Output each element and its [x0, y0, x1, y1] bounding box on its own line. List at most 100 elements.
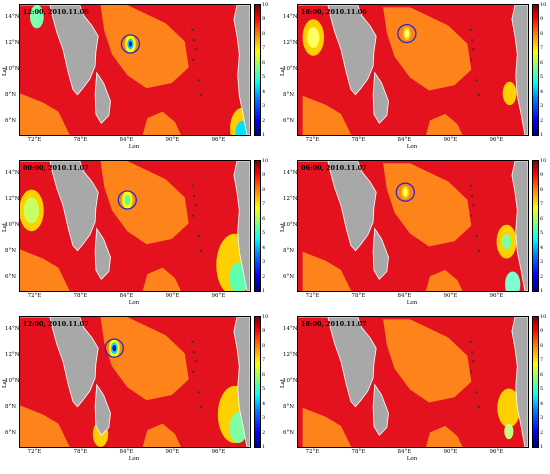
timestamp-label: 12:00, 2010.11.06	[23, 8, 89, 16]
colorbar-tick-label: 2	[540, 273, 544, 280]
y-tick-label: 8°N	[5, 404, 17, 410]
moderate-value-region	[383, 163, 472, 247]
colorbar-tick-label: 2	[540, 429, 544, 436]
colorbar-tick-label: 3	[540, 259, 544, 266]
island-marker	[472, 204, 475, 207]
island-marker	[470, 195, 474, 198]
sri-lanka-landmass	[372, 71, 389, 124]
y-tick-label: 6°N	[283, 274, 295, 280]
cyclone-core	[403, 188, 408, 197]
map-panel-5: Lat 14°N 12°N 10°N 8°N 6°N 12:00, 2010.11.07…	[0, 314, 275, 466]
island-marker	[472, 360, 475, 363]
colorbar-tick-label: 6	[262, 59, 266, 66]
colorbar-tick-label: 8	[262, 342, 266, 349]
colorbar-tick-label: 1	[540, 132, 544, 138]
x-tick-label: 78°E	[73, 293, 88, 299]
sri-lanka-landmass	[94, 383, 111, 436]
colorbar-tick-label: 6	[262, 215, 266, 222]
colorbar-tick-label: 8	[540, 342, 544, 349]
colorbar-tick-label: 9	[262, 172, 266, 179]
moderate-value-region	[302, 407, 352, 447]
moderate-value-region	[100, 161, 189, 245]
moderate-value-region	[142, 267, 181, 291]
island-marker	[477, 93, 481, 96]
colorbar-tick-label: 8	[540, 30, 544, 37]
colorbar-tick-label: 5	[262, 230, 266, 237]
y-tick-label: 14°N	[283, 326, 298, 332]
colorbar-tick-label: 6	[262, 371, 266, 378]
myanmar-landmass	[233, 317, 250, 447]
colorbar-tick-label: 7	[540, 45, 544, 52]
x-tick-label: 96°E	[211, 293, 226, 299]
y-tick-label: 12°N	[5, 196, 20, 202]
colorbar-tick-label: 6	[540, 59, 544, 66]
colorbar-tick-label: 10	[540, 158, 547, 164]
island-marker	[191, 340, 194, 343]
island-marker	[192, 58, 195, 61]
island-marker	[192, 370, 195, 373]
island-marker	[194, 48, 197, 51]
value-patch	[505, 271, 521, 291]
sri-lanka-landmass	[94, 71, 111, 124]
cyclone-core	[128, 41, 132, 47]
colorbar-tick-label: 5	[262, 386, 266, 393]
map-panel-4: Lat 14°N 12°N 10°N 8°N 6°N 06:00, 2010.11.07…	[278, 158, 550, 310]
x-tick-label: 84°E	[119, 449, 134, 455]
y-tick-label: 6°N	[5, 274, 17, 280]
island-marker	[192, 214, 195, 217]
y-tick-label: 10°N	[5, 378, 20, 384]
timestamp-label: 12:00, 2010.11.07	[23, 320, 89, 328]
x-axis-label: Lon	[406, 456, 418, 462]
island-marker	[470, 370, 473, 373]
colorbar-tick-label: 4	[540, 244, 544, 251]
value-patch	[501, 233, 512, 250]
island-marker	[477, 405, 481, 408]
island-marker	[197, 391, 200, 394]
x-tick-label: 78°E	[73, 137, 88, 143]
y-tick-label: 12°N	[5, 40, 20, 46]
colorbar-tick-label: 7	[540, 201, 544, 208]
x-tick-label: 72°E	[27, 449, 42, 455]
x-tick-label: 84°E	[119, 293, 134, 299]
myanmar-landmass	[233, 161, 250, 291]
colorbar-tick-label: 5	[540, 230, 544, 237]
moderate-value-region	[20, 249, 70, 291]
x-tick-label: 78°E	[73, 449, 88, 455]
value-patch	[502, 81, 517, 106]
colorbar-tick-label: 9	[540, 172, 544, 179]
y-tick-label: 14°N	[283, 14, 298, 20]
colorbar	[532, 316, 539, 448]
colorbar-tick-label: 3	[262, 415, 266, 422]
colorbar-tick-label: 8	[540, 186, 544, 193]
colorbar-tick-label: 6	[540, 215, 544, 222]
y-tick-label: 12°N	[5, 352, 20, 358]
y-tick-label: 10°N	[283, 222, 298, 228]
moderate-value-region	[425, 269, 463, 291]
colorbar-tick-label: 3	[540, 103, 544, 110]
island-marker	[197, 79, 200, 82]
y-tick-label: 8°N	[5, 248, 17, 254]
cyclone-marker-ring	[395, 182, 415, 202]
island-marker	[472, 48, 475, 51]
india-landmass	[298, 317, 377, 408]
map-svg	[20, 161, 250, 291]
colorbar-tick-label: 3	[540, 415, 544, 422]
colorbar-tick-label: 7	[262, 201, 266, 208]
island-marker	[475, 391, 478, 394]
map-svg	[298, 5, 528, 135]
island-marker	[469, 28, 472, 31]
moderate-value-region	[302, 95, 352, 135]
x-tick-label: 72°E	[27, 293, 42, 299]
y-tick-label: 6°N	[283, 118, 295, 124]
colorbar-tick-label: 2	[262, 273, 266, 280]
y-tick-label: 14°N	[5, 14, 20, 20]
y-tick-label: 12°N	[283, 196, 298, 202]
india-landmass	[298, 161, 377, 252]
island-marker	[475, 235, 478, 238]
island-marker	[470, 58, 473, 61]
colorbar-tick-label: 9	[262, 16, 266, 23]
value-patch	[23, 197, 40, 224]
y-tick-label: 8°N	[283, 248, 295, 254]
island-marker	[197, 235, 200, 238]
colorbar	[254, 160, 261, 292]
